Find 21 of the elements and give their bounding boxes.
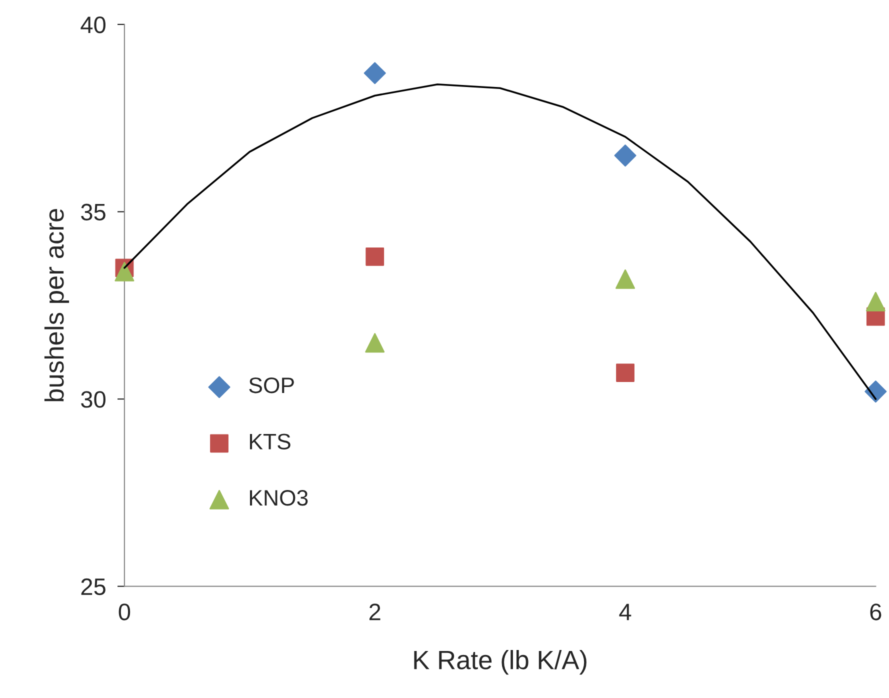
point — [366, 247, 384, 266]
x-tick-label: 2 — [369, 604, 380, 620]
y-tick-label: 25 — [81, 578, 106, 596]
y-axis-title: bushels per acre — [44, 208, 70, 402]
point — [616, 364, 634, 382]
x-tick-label: 0 — [118, 604, 130, 620]
y-tick-label: 35 — [81, 204, 106, 221]
point — [364, 62, 386, 84]
point — [365, 333, 385, 353]
x-tick-label: 6 — [870, 604, 882, 620]
x-axis-title: K Rate (lb K/A) — [414, 650, 586, 675]
legend-label: KTS — [250, 434, 290, 450]
y-tick-label: 30 — [81, 391, 106, 408]
point — [866, 292, 886, 312]
y-tick-label: 40 — [80, 16, 106, 34]
point — [614, 144, 636, 167]
x-tick-label: 4 — [619, 604, 632, 620]
legend-label: KNO3 — [250, 490, 308, 506]
point — [114, 262, 134, 282]
legend-label: SOP — [249, 377, 294, 394]
point — [616, 269, 636, 289]
